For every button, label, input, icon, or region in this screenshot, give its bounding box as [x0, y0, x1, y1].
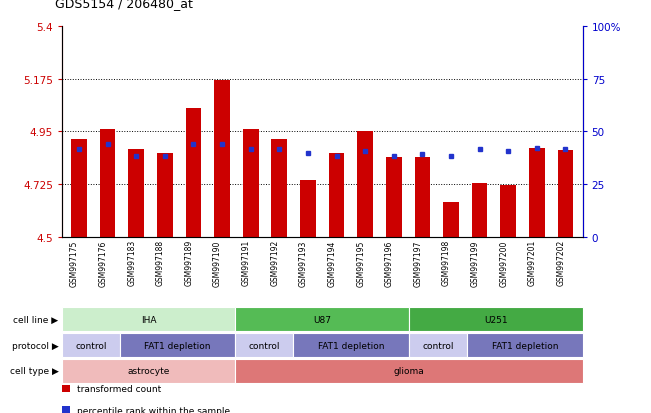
Text: GSM997196: GSM997196	[385, 240, 394, 286]
Bar	[100, 130, 115, 237]
Text: U251: U251	[484, 315, 508, 324]
Text: cell type ▶: cell type ▶	[10, 366, 59, 375]
Text: GDS5154 / 206480_at: GDS5154 / 206480_at	[55, 0, 193, 10]
Text: GSM997198: GSM997198	[442, 240, 451, 286]
Text: GSM997175: GSM997175	[70, 240, 79, 286]
Text: GSM997201: GSM997201	[528, 240, 537, 286]
Text: GSM997183: GSM997183	[127, 240, 136, 286]
Bar	[128, 150, 144, 237]
Text: GSM997189: GSM997189	[184, 240, 193, 286]
Text: GSM997191: GSM997191	[242, 240, 251, 286]
Bar	[558, 151, 574, 237]
Text: control: control	[249, 341, 280, 350]
Bar	[157, 153, 173, 237]
Text: GSM997202: GSM997202	[557, 240, 566, 286]
Bar	[329, 153, 344, 237]
Text: GSM997194: GSM997194	[327, 240, 337, 286]
Text: GSM997199: GSM997199	[471, 240, 480, 286]
Text: GSM997197: GSM997197	[413, 240, 422, 286]
Bar	[186, 109, 201, 237]
Text: cell line ▶: cell line ▶	[14, 315, 59, 324]
Bar	[214, 81, 230, 237]
Text: FAT1 depletion: FAT1 depletion	[145, 341, 211, 350]
Text: GSM997195: GSM997195	[356, 240, 365, 286]
Bar	[472, 184, 488, 237]
Text: control: control	[75, 341, 107, 350]
Text: control: control	[422, 341, 454, 350]
Text: transformed count: transformed count	[77, 384, 161, 393]
Text: astrocyte: astrocyte	[128, 366, 170, 375]
Bar	[529, 149, 545, 237]
Text: GSM997190: GSM997190	[213, 240, 222, 286]
Bar	[300, 180, 316, 237]
Bar	[386, 158, 402, 237]
Text: glioma: glioma	[394, 366, 424, 375]
Bar	[71, 139, 87, 237]
Text: FAT1 depletion: FAT1 depletion	[492, 341, 558, 350]
Text: U87: U87	[313, 315, 331, 324]
Text: IHA: IHA	[141, 315, 156, 324]
Text: FAT1 depletion: FAT1 depletion	[318, 341, 385, 350]
Text: protocol ▶: protocol ▶	[12, 341, 59, 350]
Bar	[443, 202, 459, 237]
Text: GSM997193: GSM997193	[299, 240, 308, 286]
Text: GSM997200: GSM997200	[499, 240, 508, 286]
Text: percentile rank within the sample: percentile rank within the sample	[77, 406, 230, 413]
Bar	[415, 158, 430, 237]
Text: GSM997176: GSM997176	[99, 240, 107, 286]
Bar	[243, 130, 258, 237]
Bar	[501, 186, 516, 237]
Bar	[271, 139, 287, 237]
Text: GSM997192: GSM997192	[270, 240, 279, 286]
Text: GSM997188: GSM997188	[156, 240, 165, 286]
Bar	[357, 132, 373, 237]
